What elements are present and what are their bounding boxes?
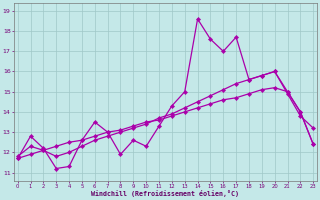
X-axis label: Windchill (Refroidissement éolien,°C): Windchill (Refroidissement éolien,°C): [92, 190, 239, 197]
